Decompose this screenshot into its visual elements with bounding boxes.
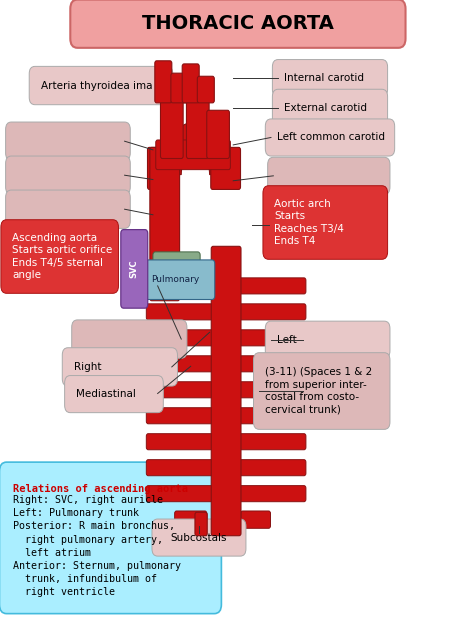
FancyBboxPatch shape [211,246,241,536]
Text: Left: Left [277,335,296,345]
FancyBboxPatch shape [29,66,173,105]
Text: (3-11) (Spaces 1 & 2
from superior inter-
costal from costo-
cervical trunk): (3-11) (Spaces 1 & 2 from superior inter… [265,368,372,414]
FancyBboxPatch shape [147,148,177,189]
FancyBboxPatch shape [236,278,306,294]
Text: Right: SVC, right auricle
Left: Pulmonary trunk
Posterior: R main bronchus,
  ri: Right: SVC, right auricle Left: Pulmonar… [13,495,181,598]
FancyBboxPatch shape [146,459,216,476]
FancyBboxPatch shape [6,122,130,161]
FancyBboxPatch shape [236,356,306,372]
FancyBboxPatch shape [146,278,216,294]
Text: Arteria thyroidea ima: Arteria thyroidea ima [41,81,152,91]
FancyBboxPatch shape [273,89,388,126]
FancyBboxPatch shape [155,61,172,103]
Text: Right: Right [73,362,101,372]
Text: Left common carotid: Left common carotid [277,132,384,142]
Text: Mediastinal: Mediastinal [76,389,136,399]
FancyBboxPatch shape [146,304,216,320]
FancyBboxPatch shape [146,486,216,502]
FancyBboxPatch shape [146,330,216,346]
FancyBboxPatch shape [171,73,188,103]
FancyBboxPatch shape [236,330,306,346]
FancyBboxPatch shape [207,110,229,159]
FancyBboxPatch shape [236,408,306,424]
FancyBboxPatch shape [236,459,306,476]
FancyBboxPatch shape [121,229,148,308]
FancyBboxPatch shape [146,356,216,372]
FancyBboxPatch shape [263,186,388,259]
FancyBboxPatch shape [1,220,118,293]
FancyBboxPatch shape [0,462,221,614]
FancyBboxPatch shape [64,376,164,413]
FancyBboxPatch shape [161,95,183,159]
FancyBboxPatch shape [152,519,246,556]
FancyBboxPatch shape [236,382,306,398]
Text: THORACIC AORTA: THORACIC AORTA [142,14,334,33]
FancyBboxPatch shape [6,190,130,228]
FancyBboxPatch shape [6,156,130,194]
FancyBboxPatch shape [146,382,216,398]
FancyBboxPatch shape [156,140,230,169]
FancyBboxPatch shape [150,148,180,301]
FancyBboxPatch shape [195,512,207,536]
FancyBboxPatch shape [186,95,209,159]
FancyBboxPatch shape [174,511,207,528]
FancyBboxPatch shape [146,408,216,424]
Text: Subcostals: Subcostals [171,532,227,542]
FancyBboxPatch shape [241,511,271,528]
FancyBboxPatch shape [265,321,390,358]
FancyBboxPatch shape [197,76,214,103]
FancyBboxPatch shape [62,348,177,386]
FancyBboxPatch shape [136,260,215,299]
FancyBboxPatch shape [273,59,388,97]
FancyBboxPatch shape [182,64,199,103]
FancyBboxPatch shape [153,252,200,295]
FancyBboxPatch shape [146,434,216,450]
FancyBboxPatch shape [265,119,395,156]
Text: Aortic arch
Starts
Reaches T3/4
Ends T4: Aortic arch Starts Reaches T3/4 Ends T4 [274,199,344,246]
FancyBboxPatch shape [236,304,306,320]
FancyBboxPatch shape [211,148,240,189]
Text: SVC: SVC [129,259,138,278]
Text: External carotid: External carotid [284,102,367,112]
FancyBboxPatch shape [70,0,406,48]
Polygon shape [160,122,231,174]
FancyBboxPatch shape [236,434,306,450]
Text: Pulmonary: Pulmonary [152,275,200,284]
Text: Ascending aorta
Starts aortic orifice
Ends T4/5 sternal
angle: Ascending aorta Starts aortic orifice En… [12,233,112,280]
FancyBboxPatch shape [72,320,187,358]
Text: Relations of ascending aorta: Relations of ascending aorta [13,484,188,494]
FancyBboxPatch shape [268,158,390,194]
FancyBboxPatch shape [236,486,306,502]
FancyBboxPatch shape [254,352,390,429]
Text: Internal carotid: Internal carotid [284,73,364,83]
